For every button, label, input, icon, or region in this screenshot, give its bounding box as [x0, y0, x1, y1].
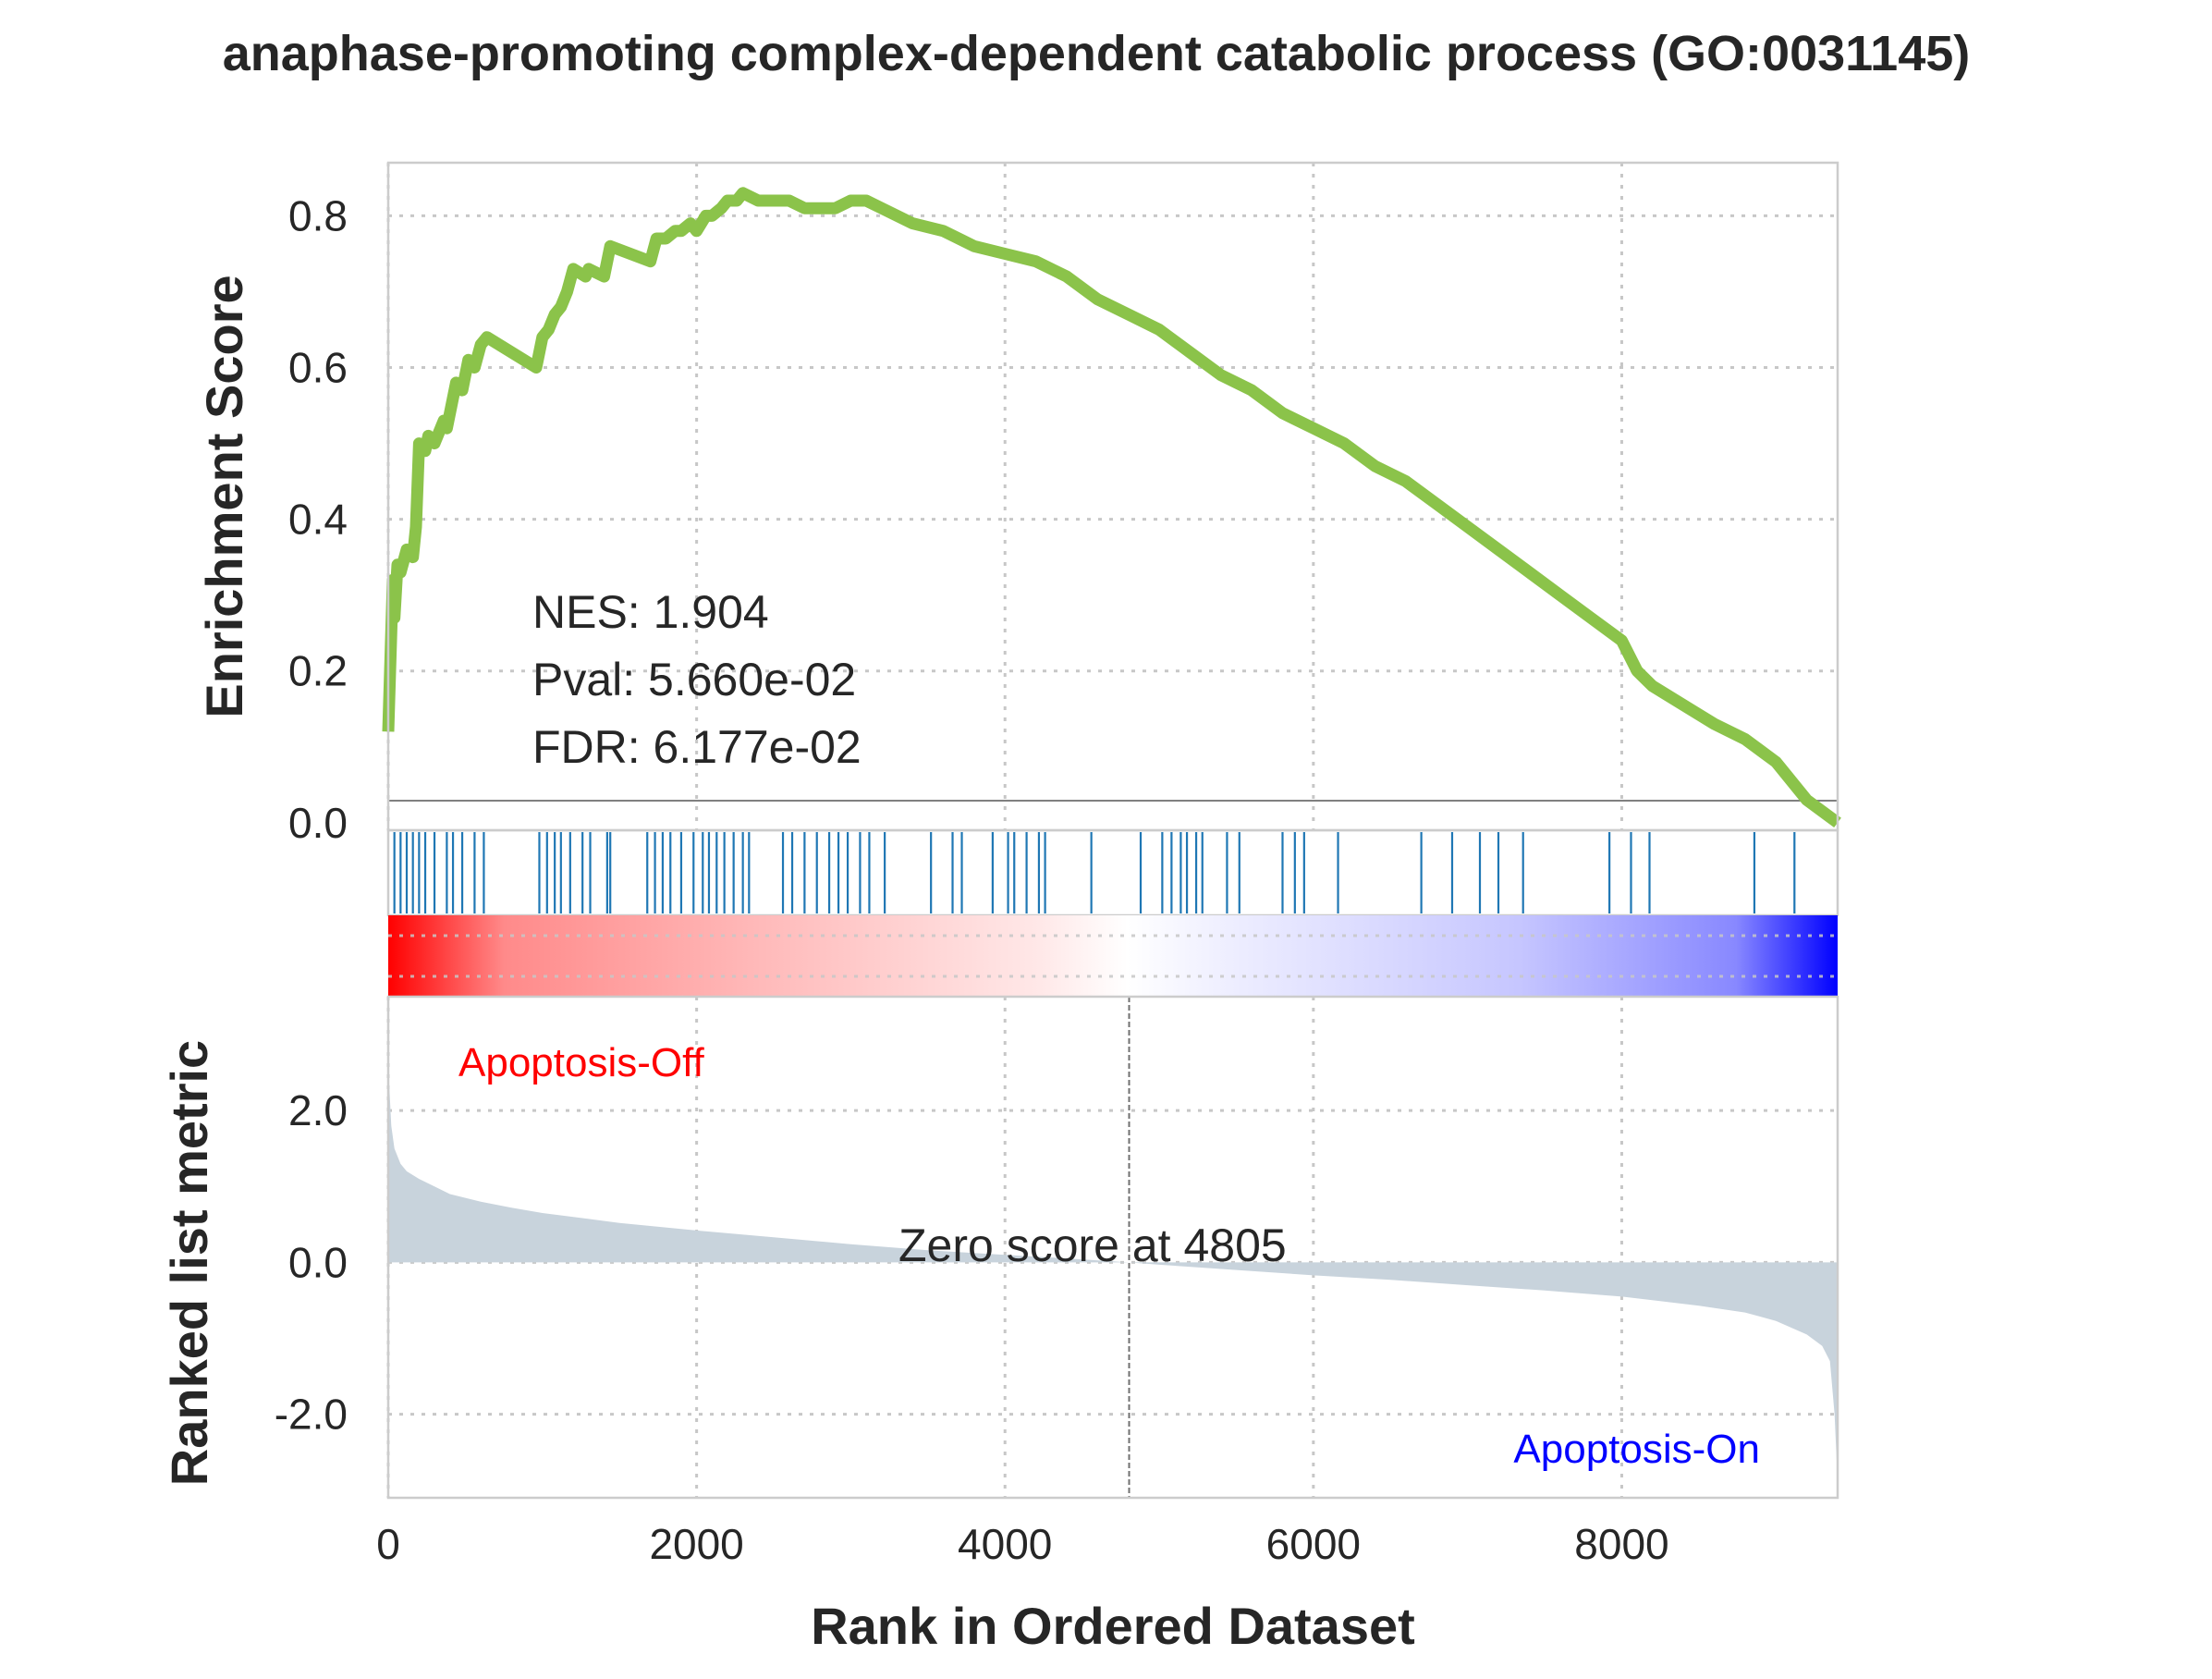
hit-marks	[393, 832, 1796, 913]
x-axis-title: Rank in Ordered Dataset	[811, 1597, 1415, 1655]
es-ytick: 0.4	[288, 496, 348, 544]
pval-label: Pval: 5.660e-02	[532, 654, 856, 705]
rm-ylabel: Ranked list metric	[160, 1040, 218, 1486]
hits-panel	[386, 828, 1839, 917]
rm-ytick: 0.0	[288, 1238, 348, 1286]
zero-score-label: Zero score at 4805	[898, 1219, 1287, 1271]
nes-label: NES: 1.904	[532, 586, 769, 638]
rm-gridlines	[386, 997, 1838, 1498]
enrichment-panel: 0.0 0.2 0.4 0.6 0.8 NES: 1.904 Pval: 5.660e-…	[195, 161, 1841, 847]
chart-title: anaphase-promoting complex-dependent cat…	[223, 26, 1971, 81]
es-ytick: 0.8	[288, 191, 348, 239]
x-tick: 2000	[649, 1520, 743, 1568]
ranked-metric-area	[388, 1064, 1838, 1483]
es-ytick: 0.6	[288, 344, 348, 392]
x-tick: 8000	[1574, 1520, 1668, 1568]
rm-ytick-labels: 2.0 0.0 -2.0	[275, 1086, 348, 1438]
es-ylabel: Enrichment Score	[195, 275, 253, 717]
es-ytick-labels: 0.0 0.2 0.4 0.6 0.8	[288, 191, 348, 846]
es-curve	[382, 187, 1841, 828]
fdr-label: FDR: 6.177e-02	[532, 721, 862, 773]
es-ytick: 0.2	[288, 647, 348, 695]
x-tick: 4000	[958, 1520, 1052, 1568]
rank-heatmap	[388, 915, 1838, 997]
es-gridlines	[386, 163, 1838, 830]
ranked-panel: 2.0 0.0 -2.0 Zero score at 4805 Apoptosis-…	[160, 995, 1839, 1500]
x-tick: 6000	[1266, 1520, 1361, 1568]
rm-ytick: -2.0	[275, 1391, 348, 1439]
heatmap-panel	[388, 915, 1838, 997]
x-tick-labels: 0 2000 4000 6000 8000	[376, 1520, 1668, 1568]
hits-frame	[386, 828, 1839, 917]
apoptosis-on-label: Apoptosis-On	[1513, 1427, 1760, 1472]
es-ytick: 0.0	[288, 799, 348, 847]
x-tick: 0	[376, 1520, 400, 1568]
rm-frame	[386, 995, 1839, 1500]
apoptosis-off-label: Apoptosis-Off	[458, 1040, 705, 1085]
rm-ytick: 2.0	[288, 1086, 348, 1134]
